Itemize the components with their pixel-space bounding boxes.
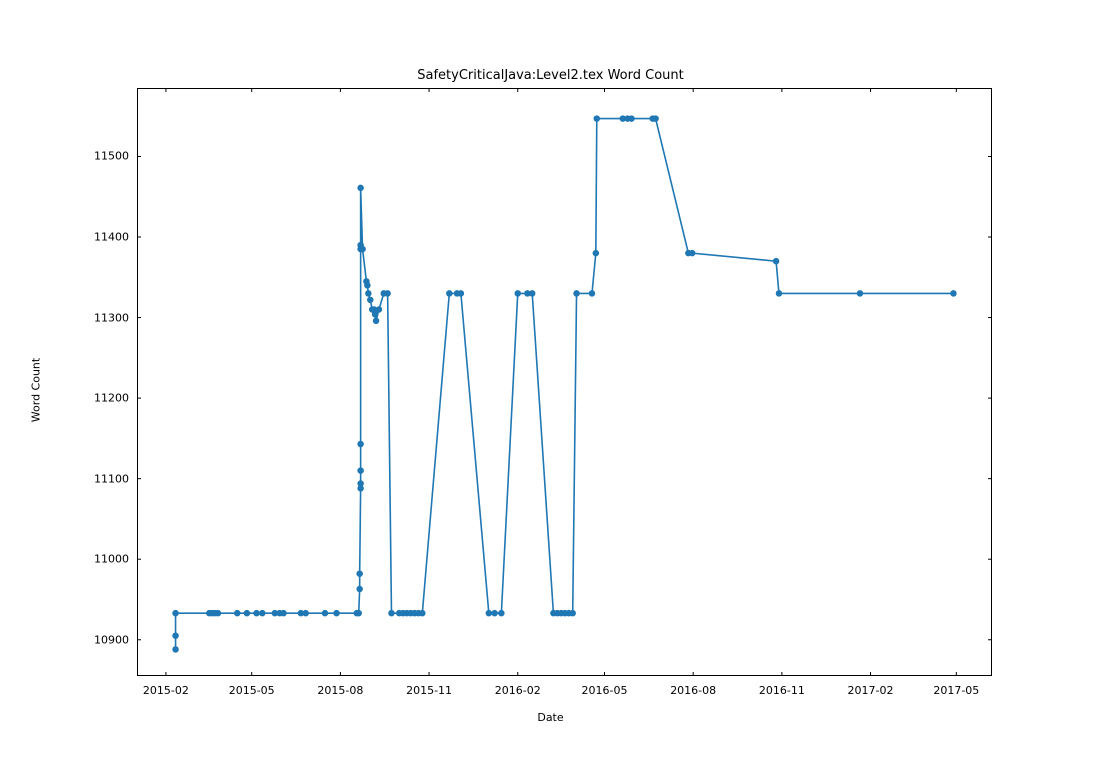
- data-point: [776, 290, 783, 297]
- data-point: [373, 318, 380, 325]
- x-tick-label: 2016-02: [495, 684, 541, 697]
- y-tick-label: 11300: [94, 311, 129, 324]
- data-point: [367, 297, 374, 304]
- data-point: [364, 282, 371, 289]
- data-point: [244, 610, 251, 617]
- data-point: [569, 610, 576, 617]
- data-point: [486, 610, 493, 617]
- data-point: [529, 290, 536, 297]
- data-point: [172, 610, 179, 617]
- y-tick-label: 10900: [94, 633, 129, 646]
- data-point: [356, 586, 363, 593]
- data-point: [773, 258, 780, 265]
- data-point: [950, 290, 957, 297]
- x-tick-label: 2017-05: [933, 684, 979, 697]
- data-point: [628, 115, 635, 122]
- data-point: [593, 250, 600, 257]
- data-point: [376, 306, 383, 313]
- data-point: [357, 185, 364, 192]
- data-point: [215, 610, 222, 617]
- figure: SafetyCriticalJava:Level2.tex Word Count…: [0, 0, 1101, 779]
- data-point: [357, 441, 364, 448]
- data-point: [253, 610, 260, 617]
- data-point: [355, 610, 362, 617]
- x-tick-label: 2015-08: [317, 684, 363, 697]
- data-point: [419, 610, 426, 617]
- data-point: [333, 610, 340, 617]
- data-point: [498, 610, 505, 617]
- data-point: [357, 480, 364, 487]
- data-point: [259, 610, 266, 617]
- data-point: [689, 250, 696, 257]
- data-point: [384, 290, 391, 297]
- data-point: [515, 290, 522, 297]
- data-point: [302, 610, 309, 617]
- data-point: [857, 290, 864, 297]
- x-tick-label: 2016-08: [670, 684, 716, 697]
- data-point: [172, 646, 179, 653]
- data-point: [172, 632, 179, 639]
- x-tick-label: 2015-02: [143, 684, 189, 697]
- data-point: [491, 610, 498, 617]
- y-tick-label: 11200: [94, 392, 129, 405]
- y-tick-label: 11000: [94, 553, 129, 566]
- data-point: [652, 115, 659, 122]
- data-point: [234, 610, 241, 617]
- x-tick-label: 2016-05: [582, 684, 628, 697]
- data-point: [573, 290, 580, 297]
- data-point: [359, 246, 366, 253]
- data-point: [365, 290, 372, 297]
- data-point: [458, 290, 465, 297]
- data-point: [357, 467, 364, 474]
- data-point: [594, 115, 601, 122]
- data-point: [446, 290, 453, 297]
- data-point: [589, 290, 596, 297]
- data-point: [322, 610, 329, 617]
- plot-svg: [0, 0, 1101, 779]
- y-tick-label: 11400: [94, 231, 129, 244]
- data-point: [356, 570, 363, 577]
- x-tick-label: 2017-02: [848, 684, 894, 697]
- x-tick-label: 2016-11: [759, 684, 805, 697]
- x-tick-label: 2015-05: [229, 684, 275, 697]
- y-tick-label: 11500: [94, 150, 129, 163]
- data-point: [388, 610, 395, 617]
- x-tick-label: 2015-11: [406, 684, 452, 697]
- series-line: [176, 119, 954, 650]
- data-point: [280, 610, 287, 617]
- y-tick-label: 11100: [94, 472, 129, 485]
